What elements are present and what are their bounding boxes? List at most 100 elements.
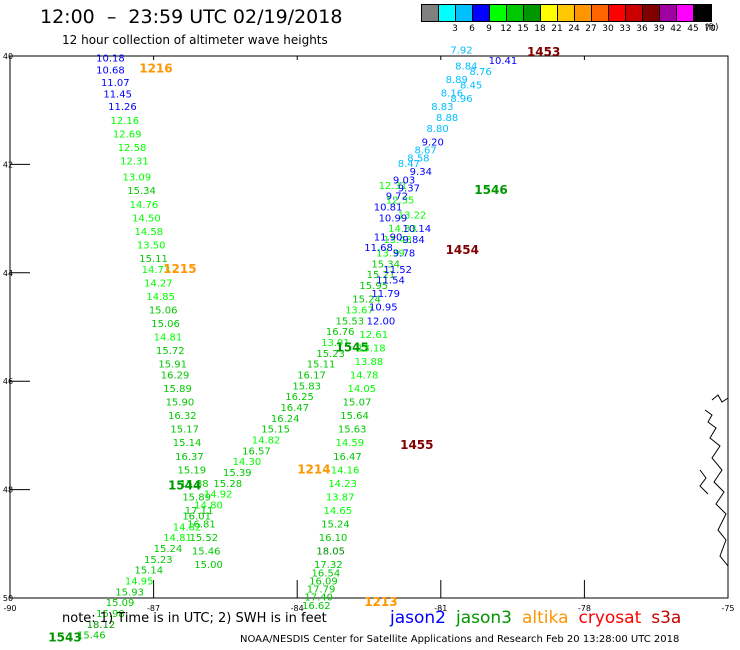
wave-height-value: 14.85 [146, 292, 175, 303]
color-scale-label: 9 [486, 24, 492, 34]
color-scale-label: 27 [585, 24, 597, 34]
wave-height-value: 11.90 [374, 232, 403, 243]
pass-time-label: 1544 [168, 479, 201, 493]
wave-height-value: 16.54 [312, 568, 341, 579]
lat-tick-label: 44 [3, 269, 13, 278]
wave-height-value: 17.11 [185, 506, 214, 517]
wave-height-value: 14.92 [204, 490, 233, 501]
wave-height-value: 16.17 [297, 370, 326, 381]
wave-height-value: 15.00 [194, 560, 223, 571]
lat-tick-label: 40 [3, 52, 13, 61]
wave-height-value: 15.11 [307, 360, 336, 371]
wave-height-value: 16.81 [187, 520, 216, 531]
wave-height-value: 15.19 [178, 465, 207, 476]
color-scale-label: 42 [670, 24, 682, 34]
color-scale-label: 24 [568, 24, 580, 34]
wave-height-value: 14.16 [331, 465, 360, 476]
satellite-legend-item: s3a [651, 608, 682, 628]
wave-height-value: 12.31 [379, 181, 408, 192]
satellite-legend-item: altika [522, 608, 569, 628]
color-scale-label: 45 [687, 24, 699, 34]
wave-height-value: 15.23 [144, 555, 173, 566]
lat-tick-label: 46 [3, 377, 13, 386]
color-scale-label: 33 [619, 24, 631, 34]
satellite-legend-item: jason2 [390, 608, 446, 628]
color-scale-swatch [507, 5, 524, 21]
lat-tick-label: 50 [3, 594, 13, 603]
lat-tick-label: 48 [3, 486, 13, 495]
wave-height-value: 11.45 [103, 90, 132, 101]
wave-height-value: 15.64 [340, 411, 369, 422]
wave-height-value: 11.79 [371, 289, 400, 300]
wave-height-value: 14.33 [388, 224, 417, 235]
wave-height-value: 16.01 [182, 511, 211, 522]
lon-tick-label: -81 [434, 604, 447, 613]
pass-time-label: 1455 [400, 438, 433, 452]
color-scale-swatch [473, 5, 490, 21]
wave-height-value: 15.15 [261, 425, 290, 436]
coastline [699, 394, 729, 567]
satellite-legend-item: cryosat [578, 608, 642, 628]
wave-height-value: 15.46 [192, 547, 221, 558]
color-scale-label: 39 [653, 24, 665, 34]
wave-height-value: 8.96 [450, 94, 472, 105]
wave-height-value: 12.00 [367, 316, 396, 327]
wave-height-value: 13.09 [122, 173, 151, 184]
color-scale-label: 18 [534, 24, 546, 34]
wave-height-value: 14.78 [350, 370, 379, 381]
wave-height-value: 14.81 [154, 333, 183, 344]
lon-tick-label: -84 [291, 604, 304, 613]
wave-height-value: 8.58 [407, 154, 429, 165]
pass-time-label: 1454 [446, 243, 479, 257]
wave-height-value: 16.09 [309, 576, 338, 587]
wave-height-value: 8.47 [398, 159, 420, 170]
wave-height-value: 13.67 [345, 305, 374, 316]
wave-height-value: 16.37 [175, 452, 204, 463]
pass-time-label: 1216 [139, 61, 172, 75]
wave-height-value: 8.89 [446, 75, 468, 86]
color-scale-swatch [541, 5, 558, 21]
wave-height-value: 12.61 [359, 330, 388, 341]
wave-height-value: 14.05 [347, 384, 376, 395]
color-scale-label: 6 [469, 24, 475, 34]
wave-height-value: 9.03 [393, 175, 415, 186]
wave-height-value: 15.46 [77, 631, 106, 642]
wave-height-value: 14.81 [163, 533, 192, 544]
color-scale-swatch [422, 5, 439, 21]
wave-height-value: 15.14 [134, 566, 163, 577]
wave-height-value: 15.91 [158, 360, 187, 371]
wave-height-value: 13.18 [357, 343, 386, 354]
wave-height-value: 15.21 [367, 270, 396, 281]
pass-time-label: 1214 [297, 462, 330, 476]
wave-height-value: 8.80 [426, 124, 448, 135]
map-note: note: 1) Time is in UTC; 2) SWH is in fe… [62, 611, 327, 626]
lon-tick-label: -75 [721, 604, 734, 613]
wave-height-value: 14.76 [130, 200, 159, 211]
wave-height-value: 14.73 [142, 265, 171, 276]
wave-height-value: 8.84 [455, 62, 477, 73]
color-scale-label: 3 [452, 24, 458, 34]
wave-height-value: 16.62 [302, 601, 331, 612]
wave-height-value: 10.41 [489, 56, 518, 67]
wave-height-value: 14.30 [233, 457, 262, 468]
color-scale-swatch [490, 5, 507, 21]
wave-height-value: 15.06 [151, 319, 180, 330]
map-title: 12:00 – 23:59 UTC 02/19/2018 [40, 6, 343, 28]
wave-height-value: 14.50 [132, 213, 161, 224]
color-scale-bar [421, 4, 712, 22]
wave-height-value: 14.27 [144, 278, 173, 289]
wave-height-value: 15.39 [223, 468, 252, 479]
pass-time-label: 1543 [48, 630, 81, 644]
wave-height-value: 16.10 [319, 533, 348, 544]
wave-height-value: 15.72 [156, 346, 185, 357]
wave-height-value: 18.12 [87, 620, 116, 631]
wave-height-value: 15.98 [96, 609, 125, 620]
wave-height-value: 18.05 [316, 547, 345, 558]
satellite-legend: jason2 jason3 altika cryosat s3a [390, 608, 691, 628]
wave-height-value: 13.22 [398, 211, 427, 222]
wave-height-value: 15.06 [149, 305, 178, 316]
wave-height-value: 15.11 [139, 254, 168, 265]
wave-height-value: 12.31 [120, 156, 149, 167]
wave-height-value: 9.78 [393, 249, 415, 260]
